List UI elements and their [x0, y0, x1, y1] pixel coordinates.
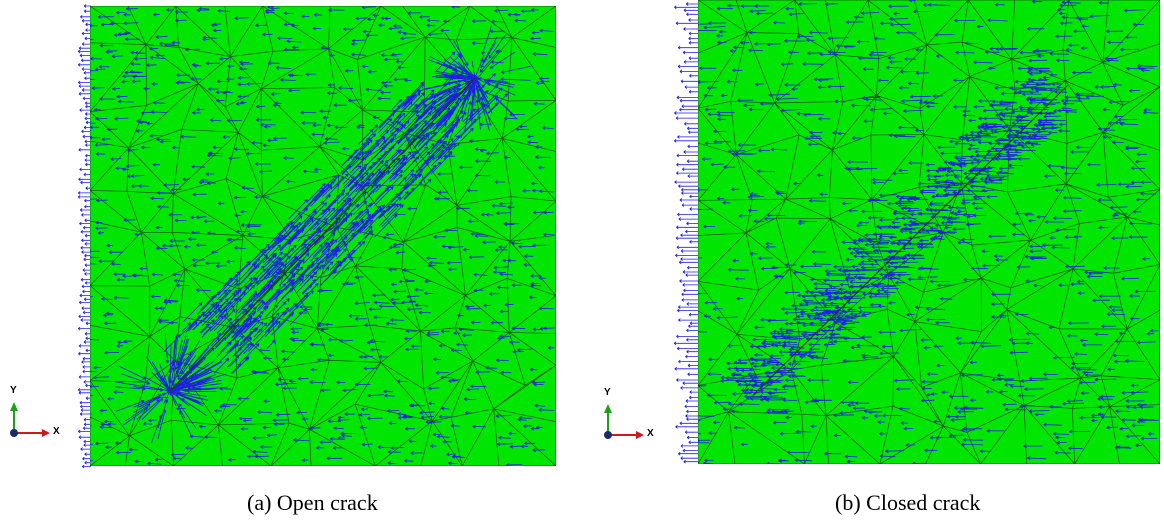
vector-field: [698, 0, 1159, 464]
axis-triad-b: Y X: [598, 382, 668, 442]
caption-open-crack: (a) Open crack: [247, 490, 378, 515]
boundary-vectors-left-b: [674, 2, 698, 464]
axis-triad-icon: [10, 402, 50, 437]
triad-y-label: Y: [604, 387, 611, 398]
mesh-vector-plot-a: [90, 6, 556, 466]
mesh-vector-plot-b: [698, 0, 1160, 464]
vector-field: [90, 6, 556, 466]
boundary-vectors-left-a: [77, 4, 91, 469]
triad-x-label: X: [53, 426, 60, 437]
finite-element-mesh: [90, 6, 556, 466]
triad-x-label: X: [647, 428, 654, 439]
axis-triad-icon: [604, 404, 644, 439]
crack-line: [169, 77, 476, 392]
caption-closed-crack: (b) Closed crack: [835, 490, 981, 515]
panel-open-crack: Y X (a) Open crack: [0, 0, 570, 525]
mesh-domain-b: [698, 0, 1160, 464]
triad-y-label: Y: [10, 385, 17, 396]
axis-triad-a: Y X: [4, 380, 74, 440]
mesh-domain-a: [90, 6, 556, 466]
crack-line: [752, 84, 1069, 396]
